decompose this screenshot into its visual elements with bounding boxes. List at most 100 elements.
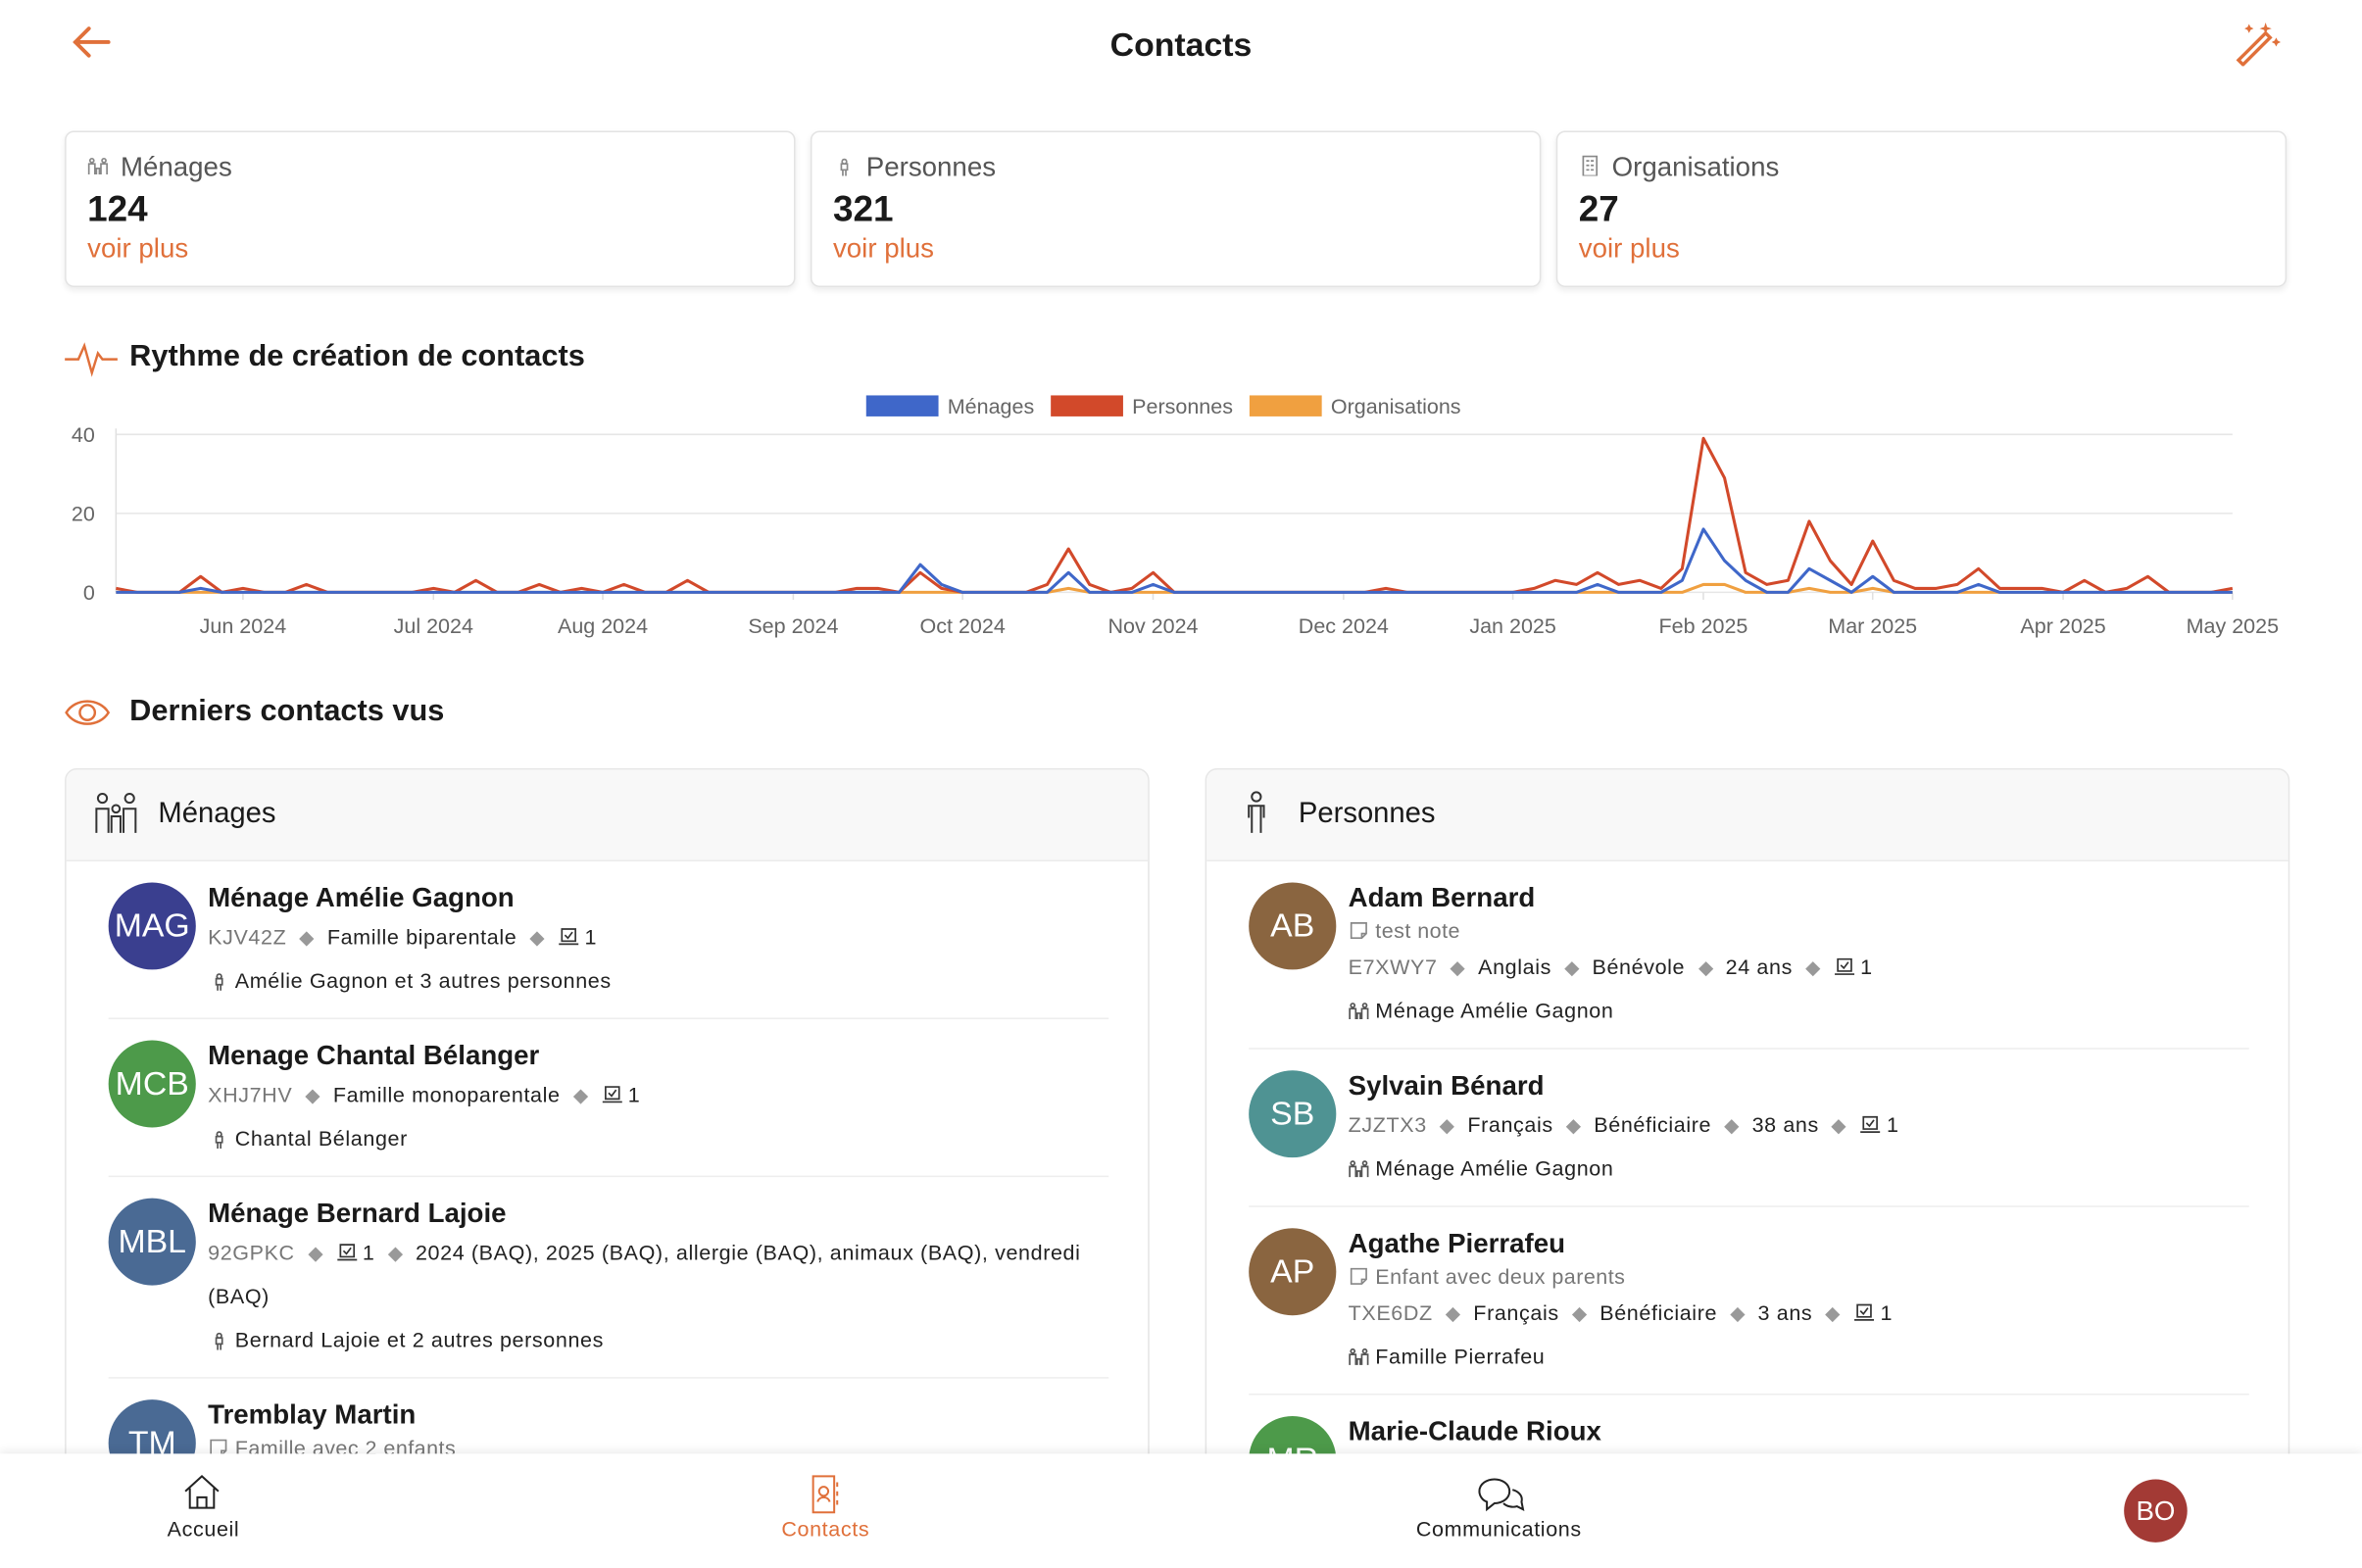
stat-link[interactable]: voir plus bbox=[87, 232, 189, 264]
x-tick-label: Oct 2024 bbox=[920, 614, 1006, 638]
contact-item[interactable]: MCB Menage Chantal Bélanger XHJ7HV Famille … bbox=[108, 1019, 1109, 1178]
laptop-icon bbox=[559, 928, 579, 946]
nav-item[interactable]: Communications bbox=[1416, 1472, 1582, 1541]
y-tick-label: 0 bbox=[83, 581, 95, 605]
user-avatar[interactable]: BO bbox=[2124, 1479, 2188, 1543]
back-button[interactable] bbox=[70, 24, 115, 61]
household: Ménage Amélie Gagnon bbox=[1375, 998, 1614, 1023]
separator bbox=[1825, 1306, 1841, 1322]
icon-path bbox=[184, 1475, 220, 1509]
contact-item[interactable]: MAG Ménage Amélie Gagnon KJV42Z Famille bip… bbox=[108, 861, 1109, 1020]
count: 1 bbox=[627, 1082, 641, 1107]
nav-icon bbox=[184, 1475, 220, 1509]
meta-row: XHJ7HV Famille monoparentale 1 bbox=[208, 1073, 1108, 1116]
separator bbox=[1450, 960, 1465, 976]
nav-item[interactable]: Accueil bbox=[167, 1472, 240, 1542]
count: 1 bbox=[1860, 955, 1873, 979]
section-title: Derniers contacts vus bbox=[129, 694, 445, 728]
nav-icon bbox=[1478, 1478, 1525, 1512]
x-tick-label: Dec 2024 bbox=[1299, 614, 1389, 638]
avatar: MBL bbox=[108, 1198, 196, 1286]
avatar: MAG bbox=[108, 882, 196, 970]
icon-path bbox=[1854, 1303, 1875, 1321]
family-icon bbox=[95, 792, 137, 833]
person-icon bbox=[840, 158, 849, 176]
tag: Anglais bbox=[1478, 955, 1551, 979]
contact-name: Marie-Claude Rioux bbox=[1348, 1416, 1601, 1446]
tag: 38 ans bbox=[1751, 1112, 1819, 1137]
magic-button[interactable] bbox=[2233, 18, 2284, 67]
laptop-icon bbox=[1834, 957, 1854, 975]
contact-item[interactable]: SB Sylvain Bénard ZJZTX3 Français Bénéficiai… bbox=[1249, 1050, 2249, 1207]
icon-path bbox=[1349, 1348, 1369, 1365]
panel-header: Personnes bbox=[1206, 769, 2288, 861]
tag: Français bbox=[1473, 1299, 1559, 1325]
meta-row: 92GPKC 1 2024 (BAQ), 2025 (BAQ), allergie … bbox=[208, 1231, 1108, 1318]
icon-path bbox=[602, 1086, 622, 1103]
stat-label: Organisations bbox=[1611, 151, 1780, 182]
panel-header: Ménages bbox=[66, 769, 1149, 861]
personnes-panel: Personnes AB Adam Bernard test note E7XWY7 A… bbox=[1205, 767, 2290, 1553]
separator bbox=[1439, 1118, 1455, 1135]
nav-item[interactable]: Contacts bbox=[781, 1472, 870, 1542]
count: 1 bbox=[584, 924, 598, 949]
stat-link[interactable]: voir plus bbox=[1578, 232, 1680, 264]
nav-label: Contacts bbox=[781, 1516, 870, 1542]
x-tick-label: Jun 2024 bbox=[200, 614, 287, 638]
icon-path bbox=[812, 1475, 839, 1514]
separator bbox=[305, 1089, 320, 1104]
icon-path bbox=[210, 1439, 227, 1456]
icon-path bbox=[1350, 922, 1367, 940]
avatar: SB bbox=[1249, 1070, 1337, 1158]
page-title: Contacts bbox=[1109, 25, 1253, 64]
separator bbox=[1571, 1306, 1588, 1322]
separator bbox=[387, 1247, 403, 1262]
contact-item[interactable]: AP Agathe Pierrafeu Enfant avec deux paren… bbox=[1249, 1207, 2249, 1396]
tag: Bénévole bbox=[1592, 955, 1686, 979]
contact-name: Adam Bernard bbox=[1348, 882, 1536, 913]
x-tick-label: Aug 2024 bbox=[558, 614, 648, 638]
stat-card[interactable]: Ménages 124 voir plus bbox=[65, 130, 796, 287]
icon-path bbox=[1349, 1160, 1369, 1178]
series-line bbox=[116, 436, 2234, 594]
count: 1 bbox=[1887, 1112, 1899, 1137]
separator bbox=[529, 931, 545, 947]
stat-value: 321 bbox=[832, 189, 894, 230]
legend-label: Personnes bbox=[1132, 395, 1233, 418]
y-tick-label: 20 bbox=[72, 503, 95, 526]
x-tick-label: Jul 2024 bbox=[394, 614, 473, 638]
stat-link[interactable]: voir plus bbox=[832, 232, 934, 264]
series-line bbox=[116, 527, 2233, 594]
contact-note: Enfant avec deux parents bbox=[1349, 1261, 2249, 1292]
stat-card[interactable]: Personnes 321 voir plus bbox=[810, 130, 1542, 287]
tag: 3 ans bbox=[1757, 1299, 1813, 1325]
contact-item[interactable]: MBL Ménage Bernard Lajoie 92GPKC 1 2024 (BAQ… bbox=[108, 1177, 1109, 1379]
stat-card[interactable]: Organisations 27 voir plus bbox=[1555, 130, 2288, 287]
household-row: Famille Pierrafeu bbox=[1349, 1335, 2249, 1378]
family-icon bbox=[87, 157, 108, 174]
contact-code: TXE6DZ bbox=[1348, 1299, 1433, 1325]
legend-label: Ménages bbox=[948, 395, 1034, 418]
icon-path bbox=[1349, 1003, 1369, 1020]
panel-title: Ménages bbox=[158, 798, 276, 830]
laptop-icon bbox=[1860, 1115, 1881, 1133]
person-icon bbox=[215, 1131, 223, 1149]
note-icon bbox=[1350, 922, 1367, 940]
laptop-icon bbox=[602, 1086, 622, 1103]
icon-path bbox=[1834, 957, 1854, 975]
separator bbox=[307, 1247, 323, 1262]
legend-swatch bbox=[1051, 395, 1123, 416]
icon-path bbox=[215, 1332, 223, 1350]
contact-item[interactable]: AB Adam Bernard test note E7XWY7 Anglais Béné… bbox=[1249, 861, 2249, 1050]
note-icon bbox=[210, 1439, 227, 1456]
icon-path bbox=[1350, 1267, 1367, 1285]
separator bbox=[1698, 960, 1713, 976]
contact-name: Ménage Amélie Gagnon bbox=[208, 882, 515, 913]
separator bbox=[299, 931, 315, 947]
members-row: Bernard Lajoie et 2 autres personnes bbox=[208, 1318, 1108, 1361]
pulse-icon bbox=[65, 342, 118, 377]
nav-label: Accueil bbox=[167, 1516, 240, 1542]
contact-note: test note bbox=[1349, 915, 2249, 946]
contact-name: Agathe Pierrafeu bbox=[1348, 1228, 1566, 1258]
